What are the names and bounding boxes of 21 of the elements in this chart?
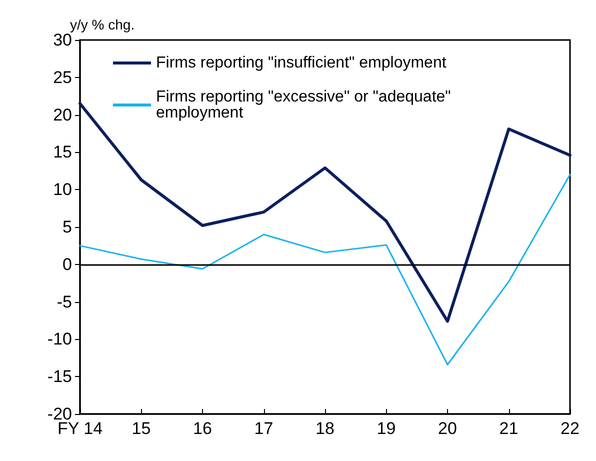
y-tick-label: 5	[62, 218, 72, 236]
y-tick-label: 25	[53, 68, 72, 87]
x-tick-label: 20	[438, 419, 457, 438]
x-tick-label: 22	[560, 419, 580, 438]
legend-label: Firms reporting "excessive" or "adequate" employment	[156, 88, 456, 122]
x-tick-label: 18	[316, 419, 334, 438]
x-tick-label: 21	[499, 419, 518, 438]
y-tick-label: 20	[53, 105, 72, 124]
y-tick-label: -5	[56, 292, 72, 312]
x-tick-label: 17	[254, 419, 274, 438]
y-tick-label: 10	[53, 180, 72, 200]
x-tick-label: 15	[132, 419, 151, 438]
x-tick-label: 16	[193, 419, 212, 438]
y-tick-label: 15	[53, 142, 72, 162]
y-tick-label: -15	[47, 367, 72, 386]
y-tick-label: -10	[47, 330, 72, 349]
y-tick-label: 0	[62, 254, 72, 274]
legend-label: Firms reporting "insufficient" employment	[156, 54, 447, 72]
y-tick-label: 30	[53, 30, 72, 50]
x-tick-label: 19	[376, 419, 396, 438]
y-axis-title: y/y % chg.	[70, 16, 135, 33]
